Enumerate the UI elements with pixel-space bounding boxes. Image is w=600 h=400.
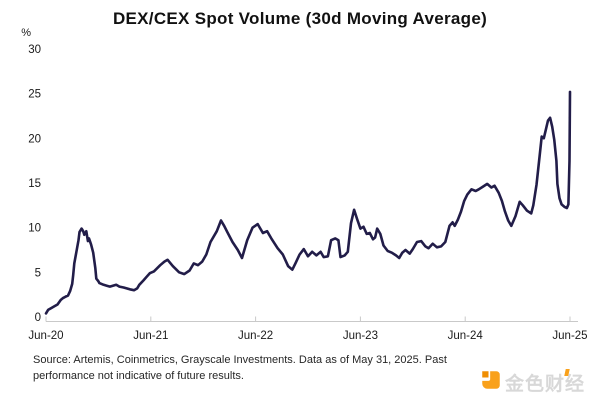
source-text-line2: performance not indicative of future res… — [33, 369, 244, 382]
x-tick-label: Jun-25 — [552, 330, 587, 342]
y-tick-label: 25 — [28, 89, 41, 101]
y-tick-label: 0 — [35, 312, 41, 324]
plot-svg: Jun-20 Jun-21 Jun-22 Jun-23 Jun-24 Jun-25 0 5 10… — [28, 44, 587, 342]
x-tick-label: Jun-20 — [28, 330, 63, 342]
dex-cex-ratio-line — [44, 90, 572, 315]
y-tick-label: 30 — [28, 44, 41, 56]
jinse-finance-logo: 金色财经 — [481, 369, 596, 395]
y-tick-label: 10 — [28, 223, 41, 235]
y-tick-label: 20 — [28, 133, 41, 145]
x-tick-label: Jun-23 — [343, 330, 378, 342]
y-tick-label: 15 — [28, 178, 41, 190]
jinse-logo-icon — [481, 370, 501, 395]
source-text-line1: Source: Artemis, Coinmetrics, Grayscale … — [33, 354, 447, 366]
y-axis-unit-label: % — [21, 27, 31, 39]
logo-text: 金色财经 — [505, 374, 586, 395]
y-tick-label: 5 — [35, 267, 41, 279]
chart-title: DEX/CEX Spot Volume (30d Moving Average) — [112, 9, 488, 28]
x-tick-label: Jun-21 — [133, 330, 168, 342]
x-tick-label: Jun-24 — [448, 330, 484, 342]
source-text: Source: Artemis, Coinmetrics, Grayscale … — [33, 353, 503, 384]
x-tick-label: Jun-22 — [238, 330, 273, 342]
